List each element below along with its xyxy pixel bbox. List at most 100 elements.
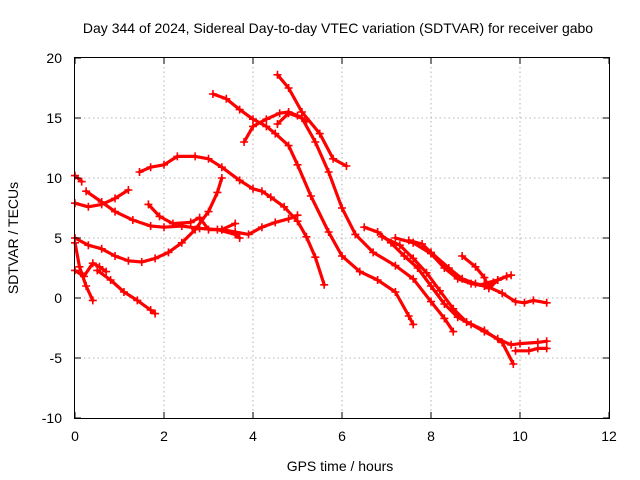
- x-tick-label: 6: [338, 428, 346, 444]
- data-point: [529, 296, 538, 305]
- data-point: [422, 268, 431, 277]
- data-point: [186, 218, 195, 227]
- data-point: [213, 188, 222, 197]
- data-point: [542, 298, 551, 307]
- data-point: [391, 288, 400, 296]
- y-tick-label: -10: [42, 410, 62, 426]
- data-point: [208, 90, 217, 98]
- data-point: [271, 129, 280, 138]
- data-point: [440, 314, 449, 323]
- y-tick-label: 20: [46, 50, 62, 66]
- data-point: [84, 241, 93, 250]
- data-point: [338, 204, 346, 212]
- data-point: [249, 184, 257, 193]
- data-point: [511, 297, 520, 306]
- series-line: [211, 92, 415, 326]
- data-point: [146, 306, 155, 314]
- data-point: [195, 213, 204, 222]
- data-point: [79, 272, 88, 281]
- data-point: [93, 266, 102, 275]
- series-arc-03: [82, 187, 244, 242]
- data-point: [168, 219, 177, 228]
- data-point: [235, 176, 244, 185]
- data-point: [137, 258, 146, 266]
- series-arc-07: [93, 266, 160, 318]
- data-point: [435, 286, 444, 295]
- data-point: [111, 207, 120, 216]
- data-point: [355, 267, 364, 276]
- x-tick-label: 10: [512, 428, 528, 444]
- data-point: [520, 298, 529, 307]
- series-arc-10: [208, 90, 418, 329]
- data-point: [449, 327, 458, 336]
- data-point: [133, 296, 142, 305]
- data-point: [480, 279, 489, 288]
- data-point: [111, 194, 120, 203]
- series-arc-11: [240, 108, 311, 146]
- data-point: [273, 70, 282, 79]
- data-point: [106, 276, 115, 284]
- series-arc-12: [273, 70, 351, 170]
- data-point: [284, 141, 293, 150]
- data-point: [160, 160, 168, 169]
- data-point: [404, 236, 413, 245]
- y-tick-label: -5: [50, 350, 63, 366]
- data-point: [315, 129, 324, 138]
- data-point: [97, 198, 106, 206]
- data-point: [498, 289, 507, 298]
- data-point: [164, 248, 173, 257]
- data-point: [462, 318, 471, 326]
- data-point: [391, 234, 400, 242]
- data-point: [440, 300, 449, 308]
- series-line: [513, 346, 549, 353]
- plot-frame: [74, 57, 610, 419]
- data-point: [244, 230, 253, 239]
- data-point: [146, 222, 155, 230]
- data-point: [378, 232, 387, 241]
- data-point: [135, 168, 144, 176]
- data-point: [191, 225, 200, 234]
- y-tick-label: 15: [46, 110, 62, 126]
- data-point: [273, 120, 282, 128]
- data-point: [533, 344, 542, 353]
- data-point: [235, 105, 244, 114]
- data-point: [144, 200, 153, 209]
- x-tick-label: 0: [71, 428, 79, 444]
- data-point: [111, 252, 120, 260]
- data-point: [302, 232, 311, 241]
- data-point: [373, 276, 382, 284]
- data-point: [493, 276, 502, 284]
- series-line: [380, 235, 515, 366]
- data-point: [427, 282, 435, 290]
- data-point: [351, 230, 360, 239]
- data-point: [498, 338, 507, 347]
- series-arc-14: [217, 211, 302, 239]
- y-tick-label: 5: [54, 230, 62, 246]
- y-tick-label: 10: [46, 170, 62, 186]
- data-point: [77, 177, 86, 186]
- data-point: [311, 253, 320, 262]
- data-point: [418, 240, 427, 248]
- data-point: [297, 114, 306, 122]
- data-point: [284, 214, 293, 223]
- data-point: [311, 138, 320, 146]
- data-point: [509, 360, 518, 368]
- data-point: [262, 122, 271, 131]
- data-point: [284, 84, 293, 92]
- data-point: [404, 312, 413, 320]
- data-point: [222, 94, 231, 103]
- data-point: [102, 267, 111, 276]
- data-point: [458, 252, 467, 260]
- data-point: [240, 138, 249, 146]
- y-tick-label: 0: [54, 290, 62, 306]
- data-series: [71, 70, 551, 368]
- data-point: [542, 337, 551, 346]
- data-point: [480, 326, 489, 335]
- data-point: [507, 340, 516, 349]
- data-point: [217, 225, 226, 234]
- data-point: [204, 154, 213, 163]
- data-point: [249, 122, 257, 131]
- data-point: [324, 168, 333, 176]
- data-point: [204, 225, 213, 234]
- data-point: [262, 115, 271, 124]
